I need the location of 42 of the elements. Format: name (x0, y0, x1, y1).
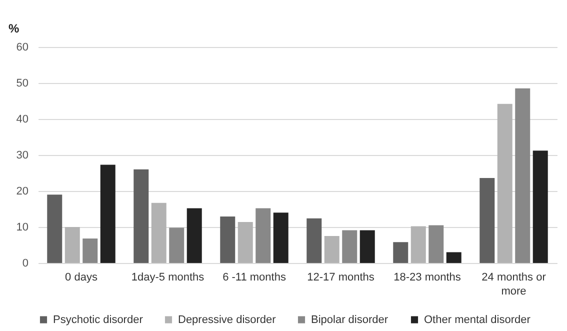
bar (428, 225, 444, 263)
bar (238, 222, 253, 263)
bar (393, 242, 408, 263)
bar (360, 230, 375, 263)
legend-label: Depressive disorder (178, 314, 276, 326)
y-tick-label: 10 (16, 222, 28, 234)
y-tick-label: 50 (16, 78, 28, 90)
bar (100, 164, 116, 263)
x-tick-label: 6 -11 months (222, 272, 286, 284)
y-tick-label: 20 (16, 186, 28, 198)
y-tick-label: 30 (16, 150, 28, 162)
bar (446, 252, 462, 263)
x-tick-label: 12-17 months (307, 272, 375, 284)
bar (324, 236, 340, 263)
bar (151, 202, 166, 263)
bar (532, 150, 548, 263)
bar (134, 169, 149, 263)
bar (186, 208, 202, 263)
bar (256, 208, 271, 263)
x-tick-label: 18-23 months (394, 272, 462, 284)
x-tick-label: 24 months or more (482, 272, 546, 298)
bar (169, 228, 184, 263)
bar (306, 218, 322, 263)
bar (82, 238, 98, 263)
y-tick-label: 40 (16, 114, 28, 126)
x-tick-label: 0 days (65, 272, 98, 284)
bar (220, 216, 236, 263)
y-tick-label: 60 (16, 42, 28, 54)
bar (273, 212, 288, 263)
bar (515, 88, 530, 263)
y-tick-label: 0 (22, 258, 28, 270)
x-tick-label: 1day-5 months (131, 272, 205, 284)
legend-label: Bipolar disorder (311, 314, 388, 326)
legend-label: Other mental disorder (424, 314, 531, 326)
legend-label: Psychotic disorder (53, 314, 144, 326)
bar (410, 226, 426, 263)
bar (497, 104, 512, 263)
bar (342, 230, 358, 263)
bar (64, 227, 80, 263)
y-axis-title: % (8, 22, 20, 36)
bar (47, 194, 62, 263)
bar (480, 178, 495, 263)
